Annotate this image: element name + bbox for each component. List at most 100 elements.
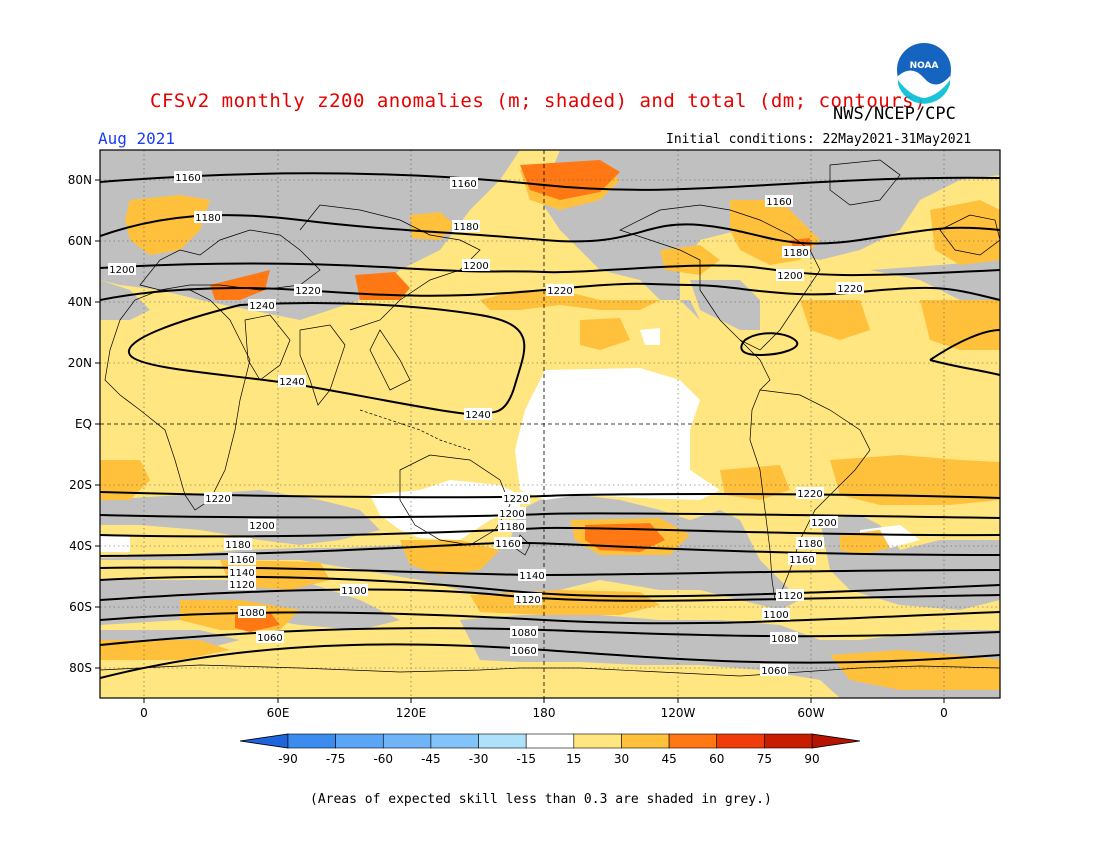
svg-text:1220: 1220: [547, 286, 572, 297]
colorbar-label: 60: [709, 752, 724, 766]
svg-text:1140: 1140: [519, 571, 544, 582]
svg-text:1220: 1220: [837, 284, 862, 295]
lon-label: 120E: [396, 706, 427, 720]
contour-label: 1160: [228, 553, 256, 566]
contour-label: 1100: [340, 584, 368, 597]
latitude-labels: 80N 60N 40N 20N EQ 20S 40S 60S 80S: [68, 173, 92, 675]
contour-label: 1220: [502, 492, 530, 505]
svg-text:1240: 1240: [249, 301, 274, 312]
skill-footnote: (Areas of expected skill less than 0.3 a…: [310, 792, 772, 807]
lat-label: 40N: [68, 295, 92, 309]
coastlines: [100, 159, 1000, 677]
noaa-logo-text: NOAA: [910, 61, 939, 71]
svg-text:1180: 1180: [797, 539, 822, 550]
svg-text:1160: 1160: [766, 197, 791, 208]
colorbar-cell: [287, 733, 336, 749]
contour-label: 1180: [452, 220, 480, 233]
svg-text:1080: 1080: [239, 608, 264, 619]
contour-label: 1220: [546, 284, 574, 297]
contour-label: 1080: [510, 626, 538, 639]
svg-text:1220: 1220: [205, 494, 230, 505]
svg-text:1160: 1160: [789, 555, 814, 566]
svg-text:1120: 1120: [229, 580, 254, 591]
axis-ticks: [95, 179, 945, 703]
svg-text:1200: 1200: [249, 521, 274, 532]
colorbar-cell: [573, 733, 622, 749]
chart-title: CFSv2 monthly z200 anomalies (m; shaded)…: [150, 90, 927, 112]
contour-label: 1100: [762, 608, 790, 621]
initial-conditions-label: Initial conditions: 22May2021-31May2021: [666, 132, 972, 147]
contour-label: 1200: [462, 259, 490, 272]
svg-text:1240: 1240: [465, 410, 490, 421]
svg-text:1160: 1160: [229, 555, 254, 566]
colorbar-cell: [382, 733, 432, 749]
lat-label: 60N: [68, 234, 92, 248]
contour-label: 1220: [294, 284, 322, 297]
colorbar-label: 75: [757, 752, 772, 766]
svg-text:1180: 1180: [453, 222, 478, 233]
colorbar-label: 90: [804, 752, 819, 766]
contour-label: 1160: [174, 171, 202, 184]
contour-label: 1160: [494, 537, 522, 550]
colorbar-min-arrow: [239, 733, 289, 749]
lon-label: 0: [940, 706, 948, 720]
contour-label: 1200: [776, 269, 804, 282]
colorbar-label: 30: [614, 752, 629, 766]
colorbar-cell: [621, 733, 670, 749]
agency-label: NWS/NCEP/CPC: [833, 104, 956, 124]
lat-label: EQ: [75, 417, 92, 431]
svg-text:1200: 1200: [499, 509, 524, 520]
svg-text:1180: 1180: [195, 213, 220, 224]
contour-label: 1060: [760, 664, 788, 677]
svg-text:1060: 1060: [511, 646, 536, 657]
forecast-month: Aug 2021: [98, 129, 176, 148]
contour-label: 1220: [204, 492, 232, 505]
contour-label: 1120: [228, 578, 256, 591]
equator-dateline: [100, 150, 1000, 698]
contour-label: 1220: [836, 282, 864, 295]
colorbar-cell: [716, 733, 765, 749]
svg-text:1160: 1160: [495, 539, 520, 550]
svg-text:1120: 1120: [777, 591, 802, 602]
colorbar: -90 -75 -60 -45 -30 -15 15 30 45 60 75 90: [239, 733, 861, 766]
contour-label: 1140: [518, 569, 546, 582]
contour-label: 1240: [464, 408, 492, 421]
lon-label: 60W: [797, 706, 824, 720]
svg-text:1160: 1160: [175, 173, 200, 184]
lon-label: 120W: [661, 706, 696, 720]
contour-label: 1160: [765, 195, 793, 208]
lat-label: 80S: [69, 661, 92, 675]
svg-text:1100: 1100: [341, 586, 366, 597]
contour-label: 1140: [228, 566, 256, 579]
contour-label: 1120: [514, 593, 542, 606]
svg-text:1120: 1120: [515, 595, 540, 606]
colorbar-cell: [478, 733, 527, 749]
colorbar-cell: [668, 733, 718, 749]
contour-label: 1220: [796, 487, 824, 500]
contour-label: 1080: [770, 632, 798, 645]
contour-labels: 1160 1160 1160 1180 1180 1180 1200 1200 …: [108, 171, 864, 677]
lat-label: 40S: [69, 539, 92, 553]
colorbar-label: -15: [516, 752, 536, 766]
contour-label: 1060: [256, 631, 284, 644]
svg-text:1160: 1160: [451, 179, 476, 190]
contour-label: 1180: [194, 211, 222, 224]
svg-text:1200: 1200: [811, 518, 836, 529]
contour-label: 1160: [450, 177, 478, 190]
svg-text:1200: 1200: [777, 271, 802, 282]
lat-label: 20N: [68, 356, 92, 370]
contour-label: 1060: [510, 644, 538, 657]
contour-label: 1180: [498, 520, 526, 533]
svg-text:1060: 1060: [761, 666, 786, 677]
noaa-logo: NOAA: [895, 41, 953, 104]
contour-label: 1200: [248, 519, 276, 532]
contour-label: 1120: [776, 589, 804, 602]
lat-label: 80N: [68, 173, 92, 187]
svg-text:1060: 1060: [257, 633, 282, 644]
map-field: 1160 1160 1160 1180 1180 1180 1200 1200 …: [100, 150, 1000, 698]
contour-label: 1160: [788, 553, 816, 566]
contour-label: 1240: [278, 375, 306, 388]
colorbar-label: 15: [566, 752, 581, 766]
colorbar-label: -75: [326, 752, 346, 766]
